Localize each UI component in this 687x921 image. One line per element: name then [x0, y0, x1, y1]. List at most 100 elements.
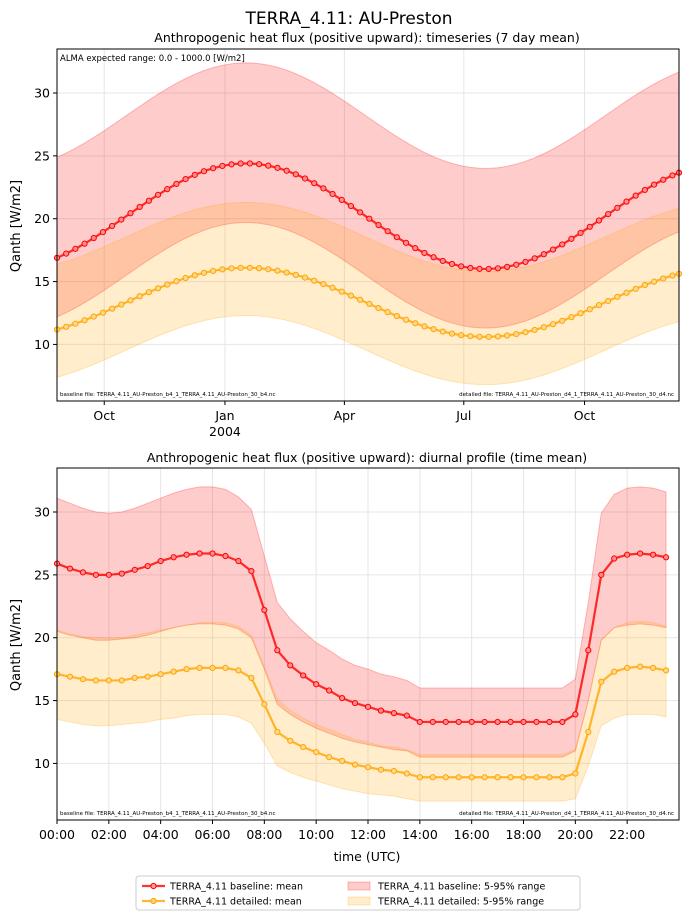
- timeseries-detailed-mean-point: [568, 314, 575, 321]
- timeseries-baseline-mean-point: [660, 176, 667, 183]
- timeseries-baseline-mean-point: [292, 171, 299, 178]
- timeseries-baseline-mean-point: [476, 265, 483, 272]
- timeseries-baseline-mean-point: [301, 175, 309, 182]
- timeseries-detailed-mean-point: [458, 332, 465, 339]
- timeseries-baseline-mean-point: [513, 261, 520, 268]
- diurnal-detailed-mean-point: [416, 774, 423, 781]
- timeseries-baseline-mean-point: [623, 198, 630, 205]
- timeseries-baseline-mean-point: [237, 160, 244, 167]
- timeseries-baseline-mean-point: [219, 162, 226, 170]
- timeseries-baseline-mean-point: [393, 234, 400, 241]
- timeseries-baseline-mean-point: [632, 192, 639, 199]
- timeseries-baseline-mean-point: [265, 162, 272, 169]
- timeseries-detailed-mean-point: [311, 277, 318, 284]
- xtick-label: 08:00: [246, 827, 282, 842]
- diurnal-baseline-mean-point: [235, 557, 242, 565]
- timeseries-baseline-mean-point: [540, 251, 547, 258]
- ytick-label: 20: [34, 211, 50, 226]
- timeseries-baseline-mean-point: [191, 171, 198, 178]
- diurnal-detailed-mean-point: [248, 674, 255, 682]
- diurnal-baseline-mean-point: [662, 554, 670, 561]
- diurnal-axes: 10 15 20 25 30 00:00 02:00 04:00 06:00 08:00 10:00…: [34, 467, 680, 842]
- ytick-label: 20: [34, 630, 50, 645]
- diurnal-detailed-mean-point: [313, 749, 320, 756]
- timeseries-baseline-mean-point: [412, 245, 419, 252]
- diurnal-detailed-mean-point: [261, 701, 268, 708]
- timeseries-detailed-mean-point: [467, 333, 474, 340]
- diurnal-baseline-mean-point: [326, 687, 333, 694]
- timeseries-detailed-mean-point: [559, 317, 566, 324]
- timeseries-detailed-mean-point: [154, 285, 162, 292]
- timeseries-baseline-mean-point: [283, 167, 290, 174]
- timeseries-detailed-mean-point: [292, 271, 299, 278]
- timeseries-baseline-mean-point: [448, 260, 456, 268]
- diurnal-baseline-file: baseline file: TERRA_4.11_AU-Preston_b4_…: [60, 811, 276, 817]
- timeseries-baseline-mean-point: [384, 228, 391, 235]
- timeseries-detailed-mean-point: [384, 309, 391, 316]
- diurnal-baseline-mean-point: [170, 554, 177, 561]
- timeseries-baseline-mean-point: [338, 196, 345, 203]
- legend-item-detailed-mean: TERRA_4.11 detailed: mean: [142, 897, 302, 908]
- timeseries-detailed-mean-point: [109, 305, 116, 312]
- timeseries-baseline-mean-point: [311, 180, 318, 187]
- timeseries-detailed-mean-point: [320, 280, 327, 288]
- timeseries-detailed-mean-point: [605, 297, 612, 305]
- timeseries-detailed-mean-point: [210, 267, 217, 274]
- timeseries-detailed-mean-point: [118, 301, 125, 308]
- timeseries-detailed-mean-point: [375, 304, 382, 312]
- timeseries-detailed-mean-point: [301, 274, 309, 281]
- timeseries-baseline-mean-point: [127, 210, 134, 217]
- timeseries-detailed-mean-point: [614, 293, 621, 300]
- diurnal-detailed-mean-point: [442, 774, 449, 781]
- diurnal-detailed-mean-point: [222, 664, 229, 671]
- xtick-label: 00:00: [39, 827, 75, 842]
- timeseries-baseline-mean-point: [577, 229, 584, 237]
- diurnal-detailed-mean-point: [507, 774, 514, 781]
- diurnal-detailed-mean-point: [481, 774, 488, 781]
- legend-swatch-detailed-range: [347, 896, 371, 906]
- timeseries-detailed-mean-point: [439, 328, 446, 335]
- diurnal-detailed-mean-point: [455, 774, 462, 781]
- timeseries-detailed-mean-point: [549, 321, 557, 328]
- diurnal-detailed-mean-point: [598, 678, 605, 685]
- figure-suptitle: TERRA_4.11: AU-Preston: [244, 9, 452, 29]
- diurnal-detailed-mean-point: [520, 774, 527, 781]
- diurnal-baseline-mean-point: [624, 551, 631, 558]
- timeseries-baseline-mean-point: [650, 181, 658, 188]
- timeseries-baseline-mean-point: [255, 161, 263, 168]
- timeseries-detailed-mean-point: [228, 265, 235, 272]
- timeseries-detailed-mean-point: [366, 300, 373, 308]
- diurnal-detailed-mean-point: [468, 774, 475, 781]
- timeseries-detailed-mean-point: [476, 333, 483, 340]
- timeseries-detailed-mean-point: [412, 320, 419, 327]
- timeseries-detailed-mean-point: [402, 316, 410, 323]
- timeseries-detailed-mean-point: [145, 289, 152, 296]
- diurnal-baseline-mean-point: [287, 662, 294, 669]
- diurnal-detailed-mean-point: [338, 757, 346, 765]
- diurnal-baseline-mean-point: [455, 718, 462, 726]
- timeseries-detailed-mean-point: [421, 323, 428, 330]
- timeseries-title: Anthropogenic heat flux (positive upward…: [154, 30, 579, 45]
- timeseries-baseline-mean-point: [522, 258, 529, 265]
- xtick-label: Oct: [93, 408, 115, 423]
- diurnal-detailed-mean-point: [131, 674, 138, 682]
- diurnal-detailed-file: detailed file: TERRA_4.11_AU-Preston_d4_…: [459, 811, 674, 817]
- xtick-label: Apr: [334, 408, 356, 423]
- ytick-label: 10: [34, 756, 50, 771]
- diurnal-baseline-mean-point: [572, 711, 579, 718]
- diurnal-detailed-mean-point: [533, 774, 540, 781]
- diurnal-detailed-mean-point: [572, 770, 579, 777]
- timeseries-baseline-file: baseline file: TERRA_4.11_AU-Preston_b4_…: [60, 392, 276, 398]
- diurnal-baseline-mean-point: [637, 550, 644, 557]
- diurnal-baseline-mean-point: [66, 565, 74, 572]
- ytick-label: 15: [34, 693, 50, 708]
- diurnal-detailed-mean-point: [105, 677, 112, 684]
- legend-marker-detailed-mean: [150, 897, 157, 905]
- diurnal-detailed-mean-point: [118, 677, 125, 684]
- diurnal-baseline-mean-point: [507, 718, 514, 726]
- timeseries-baseline-mean-point: [421, 249, 428, 257]
- timeseries-baseline-mean-point: [357, 209, 364, 216]
- xtick-sublabel: 2004: [209, 424, 241, 439]
- timeseries-baseline-mean-point: [586, 223, 593, 230]
